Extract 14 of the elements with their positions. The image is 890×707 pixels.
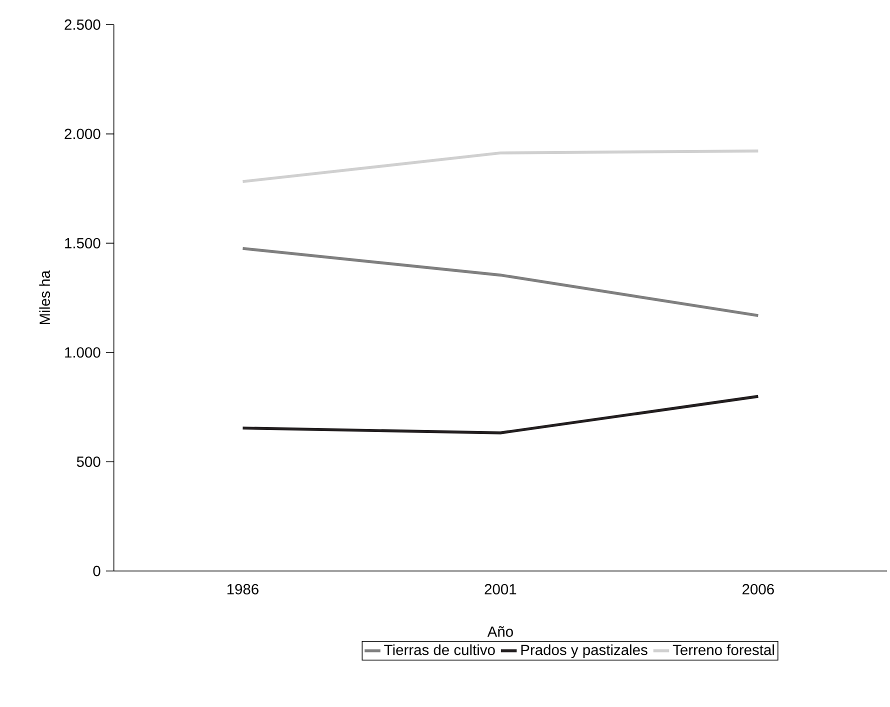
legend-label: Terreno forestal bbox=[672, 644, 774, 656]
y-axis-title: Miles ha bbox=[39, 270, 50, 324]
y-tick-label: 1.500 bbox=[65, 238, 100, 248]
x-tick-label: 2001 bbox=[484, 584, 516, 594]
x-axis-title: Año bbox=[487, 626, 513, 637]
y-tick-label: 500 bbox=[76, 456, 100, 467]
y-tick-label: 0 bbox=[93, 566, 100, 576]
x-tick-label: 2006 bbox=[742, 584, 774, 594]
legend-label: Prados y pastizales bbox=[521, 644, 648, 658]
y-tick-label: 1.000 bbox=[65, 347, 100, 358]
legend-label: Tierras de cultivo bbox=[384, 644, 495, 656]
y-tick-label: 2.000 bbox=[64, 128, 100, 140]
y-tick-label: 2.500 bbox=[64, 19, 100, 30]
x-tick-label: 1986 bbox=[227, 584, 258, 594]
